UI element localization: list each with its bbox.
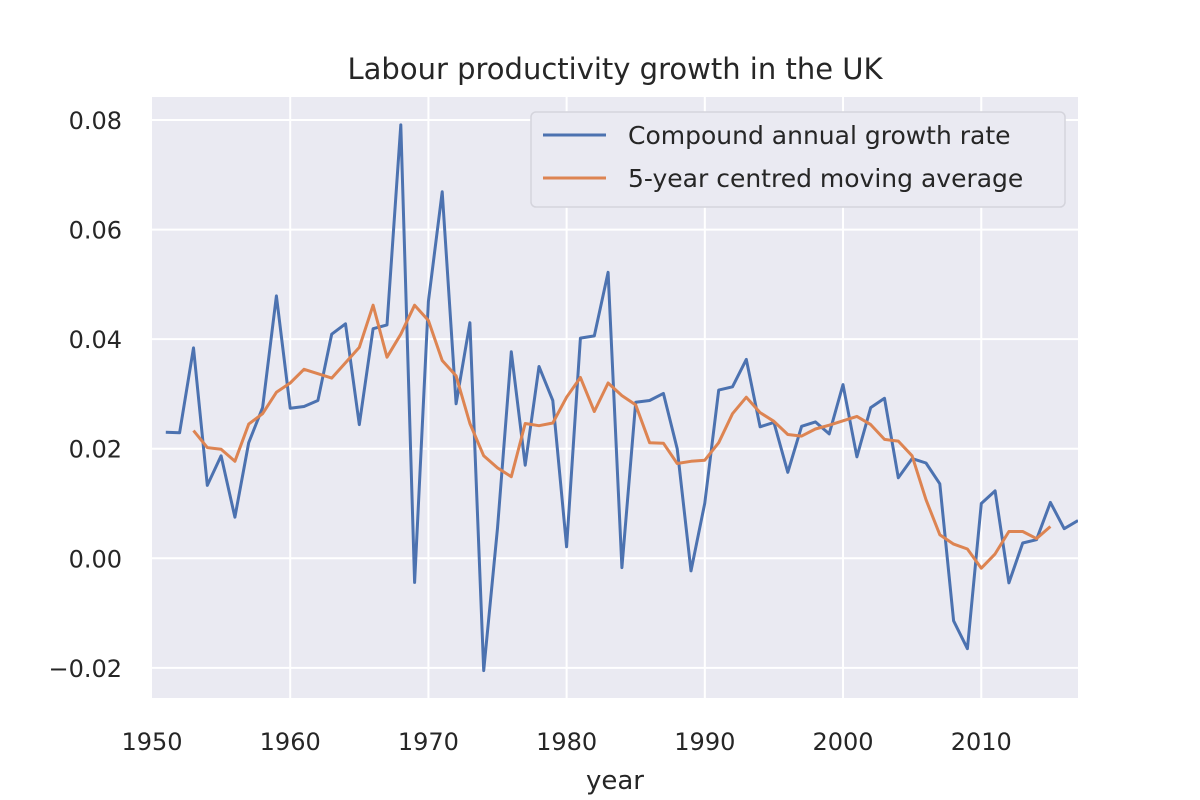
ticks: 1950 1960 1970 1980 1990 2000 2010 −0.02 0.00 0.0… (48, 107, 1011, 756)
chart-title: Labour productivity growth in the UK (348, 52, 884, 86)
series-line-moving-average (192, 303, 1052, 570)
y-tick-label: 0.06 (69, 217, 122, 245)
x-tick-label: 1960 (260, 728, 321, 756)
series-line-growth-rate (165, 123, 1078, 673)
y-tick-label: 0.04 (69, 326, 122, 354)
legend-label-moving-average: 5-year centred moving average (628, 164, 1023, 193)
y-tick-label: 0.02 (69, 436, 122, 464)
x-tick-label: 1950 (121, 728, 182, 756)
x-tick-label: 1970 (398, 728, 459, 756)
series-layer (165, 123, 1078, 673)
x-tick-label: 1980 (536, 728, 597, 756)
legend-label-growth-rate: Compound annual growth rate (628, 121, 1011, 150)
legend: Compound annual growth rate 5-year centr… (530, 111, 1066, 208)
y-tick-label: −0.02 (48, 655, 122, 683)
x-tick-label: 1990 (674, 728, 735, 756)
x-tick-label: 2010 (951, 728, 1012, 756)
legend-box (530, 111, 1066, 208)
y-tick-label: 0.08 (69, 107, 122, 135)
x-tick-label: 2000 (813, 728, 874, 756)
y-tick-label: 0.00 (69, 545, 122, 573)
x-axis-label: year (586, 766, 644, 796)
